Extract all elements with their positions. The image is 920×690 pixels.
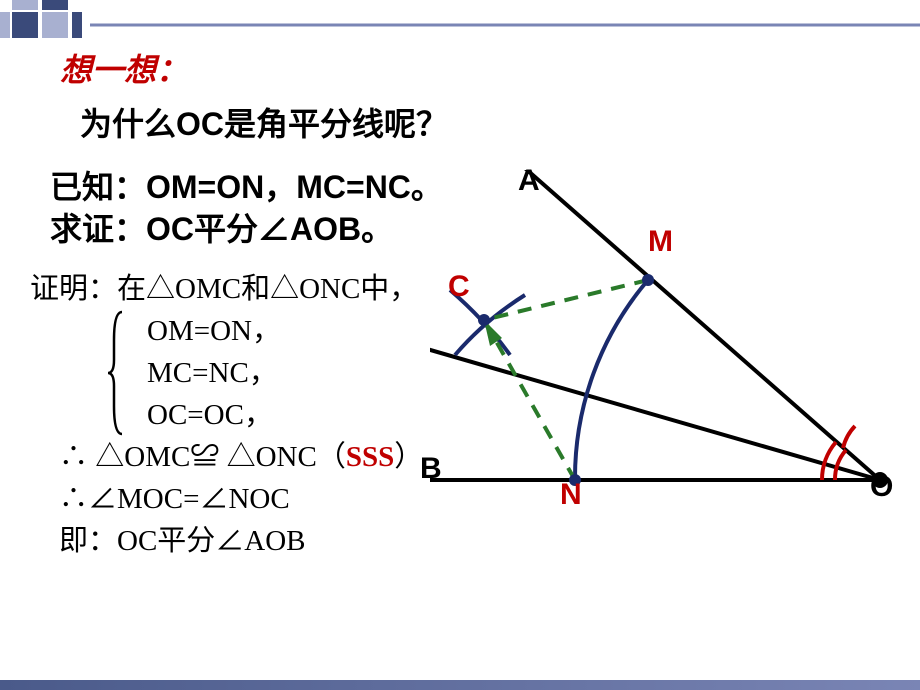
point-m [642, 274, 654, 286]
question-text: 为什么OC是角平分线呢？ [80, 99, 900, 145]
title-main: 想一想 [60, 52, 156, 88]
geometry-diagram: A B O M N C [430, 170, 910, 530]
header-decoration [0, 0, 920, 45]
label-c: C [448, 270, 470, 304]
ray-oa [510, 170, 880, 480]
diagram-svg [430, 170, 910, 530]
footer-bar [0, 680, 920, 690]
angle-arc-lower [835, 450, 846, 480]
label-m: M [648, 225, 673, 259]
angle-arc-upper [843, 426, 855, 448]
title-colon: ： [156, 52, 188, 88]
ray-oc [430, 347, 880, 480]
label-n: N [560, 478, 582, 512]
title: 想一想： [60, 45, 900, 91]
segment-nc [484, 320, 575, 480]
brace-icon [108, 310, 126, 436]
label-b: B [420, 452, 442, 486]
label-o: O [870, 470, 893, 504]
point-c [478, 314, 490, 326]
label-a: A [518, 164, 540, 198]
arc-main [575, 280, 648, 480]
